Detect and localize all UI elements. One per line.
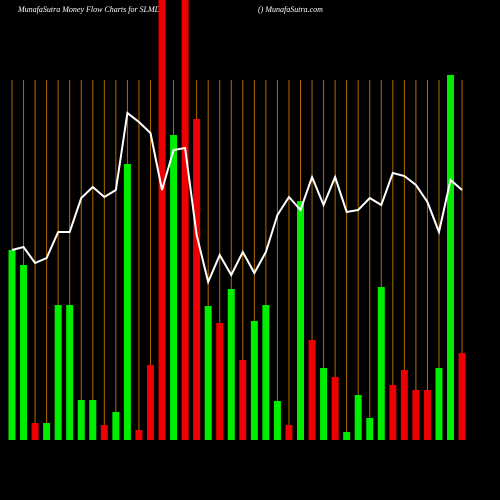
bar (216, 323, 224, 440)
bar (308, 340, 316, 440)
bar (8, 250, 16, 440)
bar (297, 201, 304, 440)
bar (66, 305, 74, 440)
bar (366, 418, 374, 440)
bar (170, 135, 178, 440)
bar (320, 368, 328, 440)
bar (43, 423, 51, 440)
bar (400, 370, 408, 440)
bar (412, 390, 420, 440)
bar (377, 287, 385, 440)
bar (273, 401, 281, 440)
bar (77, 400, 85, 440)
bar (285, 425, 293, 440)
bar (343, 432, 351, 440)
bar (158, 0, 166, 440)
bar (458, 353, 466, 440)
chart-subtitle: () MunafaSutra.com (258, 5, 323, 14)
bar (54, 305, 62, 440)
bar (135, 430, 143, 440)
bar (100, 425, 108, 440)
money-flow-line (11, 111, 463, 286)
bar (193, 119, 201, 440)
bar (20, 265, 28, 440)
bar (389, 385, 397, 440)
bar (112, 412, 120, 440)
bar (423, 390, 431, 440)
bar (89, 400, 97, 440)
bar (204, 306, 212, 440)
bar (354, 395, 362, 440)
bar (435, 368, 443, 440)
bar (447, 75, 455, 440)
bar (31, 423, 39, 440)
bar (181, 0, 189, 440)
chart-title: MunafaSutra Money Flow Charts for SLMD (17, 5, 161, 14)
bar (146, 365, 154, 440)
bar (227, 289, 235, 440)
bar (239, 360, 247, 440)
bar (262, 305, 270, 440)
bar (331, 377, 339, 440)
bar (123, 164, 131, 440)
bar (250, 321, 258, 440)
